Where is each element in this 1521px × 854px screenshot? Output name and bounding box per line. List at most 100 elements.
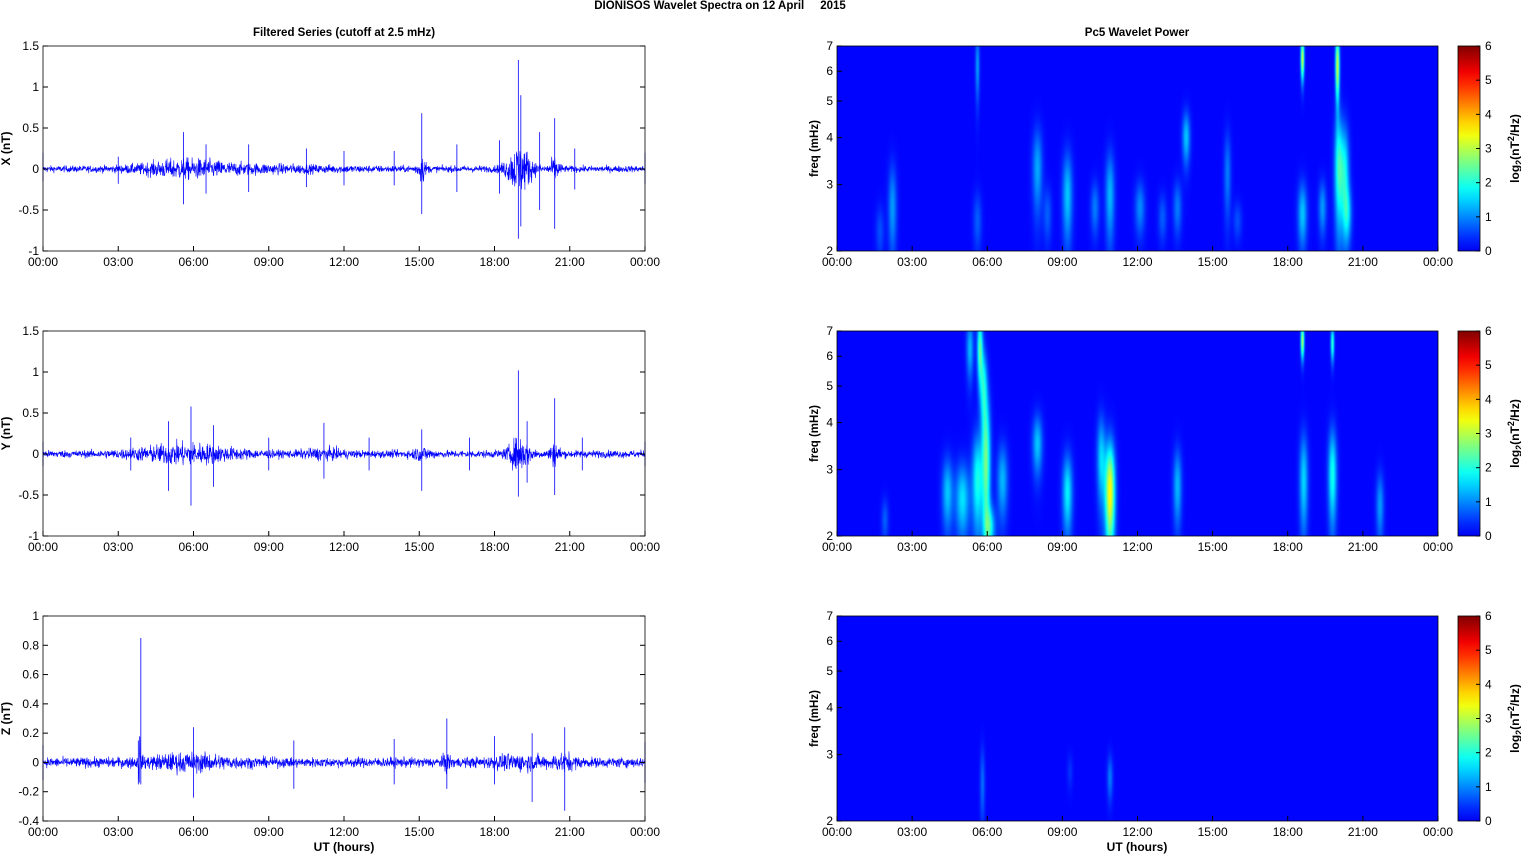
series-xtick-label: 09:00 — [254, 255, 284, 269]
ylabel: freq (mHz) — [809, 405, 821, 462]
ylabel: freq (mHz) — [809, 120, 821, 177]
colorbar-label-part: (nT — [1508, 426, 1521, 445]
ytick-label: 2 — [826, 244, 833, 258]
series-xtick-label: 18:00 — [479, 540, 509, 554]
ytick-label: -1 — [28, 244, 39, 258]
ytick-label: -0.5 — [18, 203, 39, 217]
series-xtick-label: 00:00 — [28, 825, 58, 839]
ytick-label: 1.5 — [22, 39, 39, 53]
series-xtick-label: 15:00 — [404, 825, 434, 839]
ytick-label: 5 — [826, 379, 833, 393]
ytick-label: 4 — [826, 701, 833, 715]
ylabel: Z (nT) — [0, 702, 13, 735]
ytick-label: 5 — [826, 664, 833, 678]
series-xtick-label: 21:00 — [555, 825, 585, 839]
wavelet-panel-z: 2 3 4 5 6 7 00:00 03:00 06:00 09:00 12:00 15:00 18:0… — [809, 609, 1521, 839]
colorbar-label-part: log — [1508, 450, 1521, 468]
colorbar-label-part: 2 — [1514, 160, 1521, 165]
colorbar-tick-label: 6 — [1485, 609, 1492, 623]
ytick-label: 4 — [826, 131, 833, 145]
wavelet-xtick-label: 18:00 — [1273, 540, 1303, 554]
ytick-label: 7 — [826, 324, 833, 338]
figure-title: DIONISOS Wavelet Spectra on 12 April 201… — [594, 0, 846, 12]
wavelet-xtick-label: 03:00 — [897, 825, 927, 839]
series-xtick-label: 09:00 — [254, 825, 284, 839]
colorbar-label-part: 2 — [1506, 706, 1516, 711]
right-column-title: Pc5 Wavelet Power — [1085, 27, 1190, 39]
ytick-label: 0 — [32, 162, 39, 176]
series-xtick-label: 03:00 — [103, 825, 133, 839]
series-panel-z: -0.4 -0.2 0 0.2 0.4 0.6 0.8 1 00:00 03:00 06:00 09:… — [0, 609, 660, 839]
wavelet-heatmap — [837, 331, 1438, 536]
wavelet-xtick-label: 09:00 — [1047, 540, 1077, 554]
ytick-label: 0.6 — [22, 668, 39, 682]
colorbar-tick-label: 2 — [1485, 176, 1492, 190]
colorbar-label-part: 2 — [1514, 730, 1521, 735]
series-xtick-label: 06:00 — [178, 540, 208, 554]
colorbar-tick-label: 1 — [1485, 780, 1492, 794]
colorbar-tick-label: 4 — [1485, 677, 1492, 691]
colorbar-label-part: 2 — [1506, 136, 1516, 141]
series-xtick-label: 12:00 — [329, 540, 359, 554]
colorbar-label: log2(nT2/Hz) — [1506, 684, 1521, 753]
ytick-label: 0.5 — [22, 406, 39, 420]
right-xlabel: UT (hours) — [1107, 840, 1168, 854]
series-xtick-label: 03:00 — [103, 255, 133, 269]
ytick-label: 5 — [826, 94, 833, 108]
series-xtick-label: 06:00 — [178, 825, 208, 839]
colorbar-tick-label: 3 — [1485, 427, 1492, 441]
wavelet-xtick-label: 06:00 — [972, 540, 1002, 554]
series-xtick-label: 00:00 — [630, 255, 660, 269]
ytick-label: 3 — [826, 178, 833, 192]
colorbar-tick-label: 3 — [1485, 142, 1492, 156]
series-xtick-label: 03:00 — [103, 540, 133, 554]
series-trace — [42, 735, 646, 783]
colorbar-label-part: /Hz) — [1508, 114, 1521, 136]
series-xtick-label: 00:00 — [630, 540, 660, 554]
ylabel: freq (mHz) — [809, 690, 821, 747]
colorbar-tick-label: 5 — [1485, 643, 1492, 657]
ytick-label: 6 — [826, 64, 833, 78]
ytick-label: 6 — [826, 634, 833, 648]
colorbar-label-part: 2 — [1506, 421, 1516, 426]
colorbar-label: log2(nT2/Hz) — [1506, 399, 1521, 468]
wavelet-xtick-label: 00:00 — [822, 825, 852, 839]
series-xtick-label: 21:00 — [555, 540, 585, 554]
wavelet-panel-y: 2 3 4 5 6 7 00:00 03:00 06:00 09:00 12:00 15:00 18:0… — [809, 324, 1521, 554]
series-xtick-label: 15:00 — [404, 255, 434, 269]
left-column-title: Filtered Series (cutoff at 2.5 mHz) — [253, 27, 435, 39]
wavelet-xtick-label: 18:00 — [1273, 255, 1303, 269]
colorbar-label-part: log — [1508, 165, 1521, 183]
ytick-label: 7 — [826, 39, 833, 53]
series-xtick-label: 12:00 — [329, 255, 359, 269]
wavelet-xtick-label: 12:00 — [1122, 255, 1152, 269]
ytick-label: 1 — [32, 365, 39, 379]
wavelet-xtick-label: 21:00 — [1348, 825, 1378, 839]
colorbar-tick-label: 0 — [1485, 529, 1492, 543]
colorbar-label: log2(nT2/Hz) — [1506, 114, 1521, 183]
series-xtick-label: 18:00 — [479, 255, 509, 269]
ytick-label: 0 — [32, 755, 39, 769]
plot-area — [43, 616, 645, 821]
ytick-label: -0.5 — [18, 488, 39, 502]
ytick-label: 0 — [32, 447, 39, 461]
ylabel: Y (nT) — [0, 417, 13, 451]
ytick-label: 1 — [32, 80, 39, 94]
ytick-label: -0.4 — [18, 814, 39, 828]
wavelet-xtick-label: 06:00 — [972, 825, 1002, 839]
ytick-label: 4 — [826, 416, 833, 430]
ytick-label: 7 — [826, 609, 833, 623]
wavelet-xtick-label: 15:00 — [1198, 825, 1228, 839]
colorbar-tick-label: 6 — [1485, 39, 1492, 53]
series-xtick-label: 09:00 — [254, 540, 284, 554]
colorbar-tick-label: 2 — [1485, 746, 1492, 760]
series-xtick-label: 00:00 — [28, 540, 58, 554]
wavelet-xtick-label: 06:00 — [972, 255, 1002, 269]
wavelet-xtick-label: 00:00 — [1423, 255, 1453, 269]
wavelet-xtick-label: 00:00 — [822, 255, 852, 269]
ytick-label: -1 — [28, 529, 39, 543]
wavelet-xtick-label: 15:00 — [1198, 540, 1228, 554]
wavelet-panel-x: 2 3 4 5 6 7 00:00 03:00 06:00 09:00 12:00 15:00 18:0… — [809, 39, 1521, 269]
colorbar-tick-label: 1 — [1485, 210, 1492, 224]
ylabel: X (nT) — [0, 132, 13, 166]
